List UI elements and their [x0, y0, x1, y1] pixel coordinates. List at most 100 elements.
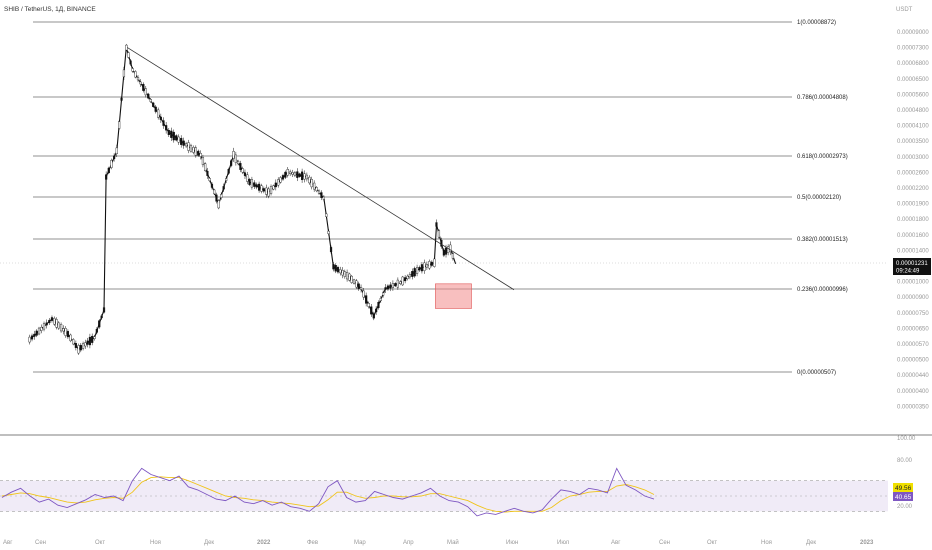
candle-body	[142, 83, 145, 91]
candle-body	[222, 186, 225, 190]
candle-body	[365, 295, 368, 304]
candle-body	[315, 187, 318, 192]
price-axis-tick: 0.00000350	[897, 404, 929, 410]
candle-body	[260, 185, 263, 192]
candle-body	[81, 343, 85, 349]
candle-body	[336, 267, 340, 273]
fibonacci-retracement: 1(0.00008872) 0.786(0.00004808) 0.618(0.00…	[33, 20, 848, 376]
candle-body	[375, 308, 378, 313]
candle-body	[339, 269, 342, 274]
price-axis-tick: 0.00004100	[897, 124, 929, 130]
candle-body	[77, 345, 80, 354]
candle-body	[359, 287, 363, 290]
candle-body	[313, 182, 316, 190]
candle-body	[411, 271, 414, 277]
candle-body	[291, 172, 294, 175]
candle-body	[444, 247, 448, 255]
countdown-timer: 09:24:49	[896, 269, 920, 275]
price-axis-tick: 0.00001600	[897, 233, 929, 239]
candle-body	[28, 336, 31, 343]
candle-body	[332, 264, 335, 270]
candle-body	[303, 173, 306, 180]
candle-body	[199, 152, 202, 157]
candle-body	[415, 267, 419, 274]
candle-body	[79, 344, 82, 351]
price-axis-tick: 0.00003000	[897, 155, 929, 161]
candle-body	[399, 281, 402, 284]
candle-body	[69, 334, 72, 342]
candle-body	[185, 143, 188, 147]
candle-body	[305, 174, 308, 180]
candle-body	[115, 147, 118, 155]
price-axis-tick: 0.00002600	[897, 170, 929, 176]
candle-body	[352, 279, 356, 284]
candle-body	[45, 322, 48, 326]
candle-body	[301, 171, 304, 181]
candle-body	[430, 261, 433, 266]
candle-body	[172, 131, 175, 141]
candle-body	[84, 342, 87, 347]
price-axis-tick: 0.00001400	[897, 248, 929, 254]
candle-body	[165, 125, 168, 131]
candle-body	[329, 247, 333, 253]
candle-body	[107, 167, 110, 174]
price-axis-tick: 0.00000750	[897, 311, 929, 317]
candle-body	[435, 222, 438, 227]
candle-body	[147, 93, 150, 99]
candle-body	[243, 172, 247, 176]
candle-body	[423, 262, 426, 271]
candle-body	[154, 106, 157, 112]
candle-body	[144, 88, 147, 96]
symbol-title: SHIB / TetherUS, 1Д, BINANCE	[4, 6, 96, 13]
time-axis-tick: Сен	[35, 540, 46, 546]
rsi-pane: 100.00 80.00 20.00 49.56 40.65	[0, 436, 916, 517]
candle-body	[194, 147, 197, 156]
candle-body	[55, 319, 58, 328]
candle-body	[129, 60, 132, 65]
candle-body	[248, 179, 251, 185]
candle-body	[281, 175, 285, 180]
candle-body	[208, 178, 211, 182]
candle-body	[159, 116, 162, 120]
time-axis-tick: Сен	[659, 540, 670, 546]
candle-body	[355, 280, 358, 288]
candle-body	[413, 268, 416, 277]
candle-body	[162, 120, 165, 126]
price-axis-tick: 0.00000650	[897, 326, 929, 332]
candle-body	[86, 340, 89, 345]
candle-body	[394, 283, 397, 287]
candle-body	[428, 261, 431, 269]
fib-level-label: 1(0.00008872)	[797, 20, 836, 26]
candle-body	[451, 253, 455, 259]
price-axis-tick: 0.00000900	[897, 295, 929, 301]
candle-body	[59, 324, 63, 332]
candle-body	[33, 333, 36, 337]
candle-body	[118, 121, 121, 129]
time-axis-tick: Окт	[707, 540, 717, 546]
time-axis: Авг Сен Окт Ноя Дек 2022 Фев Мар Апр Май Июн Июл Авг…	[3, 539, 874, 546]
candle-body	[157, 109, 160, 118]
candle-body	[53, 317, 56, 325]
candle-body	[105, 174, 108, 180]
rsi-axis-tick: 20.00	[897, 504, 913, 510]
price-series	[29, 47, 457, 351]
time-axis-tick: Авг	[611, 540, 621, 546]
price-axis-tick: 0.00001900	[897, 202, 929, 208]
candle-body	[267, 188, 270, 197]
candle-body	[187, 142, 190, 151]
candle-body	[386, 285, 390, 290]
candle-body	[289, 171, 292, 175]
candle-body	[175, 135, 178, 141]
candle-body	[250, 179, 254, 188]
candle-body	[379, 298, 382, 301]
price-axis-tick: 0.00000570	[897, 342, 929, 348]
candle-body	[298, 173, 301, 177]
time-axis-tick: Авг	[3, 540, 13, 546]
fib-level-label: 0.786(0.00004808)	[797, 95, 848, 101]
time-axis-tick: Июл	[557, 540, 570, 546]
candle-body	[72, 339, 75, 345]
candle-body	[100, 315, 103, 319]
price-axis-tick: 0.00000440	[897, 373, 929, 379]
price-axis-tick: 0.00001800	[897, 217, 929, 223]
